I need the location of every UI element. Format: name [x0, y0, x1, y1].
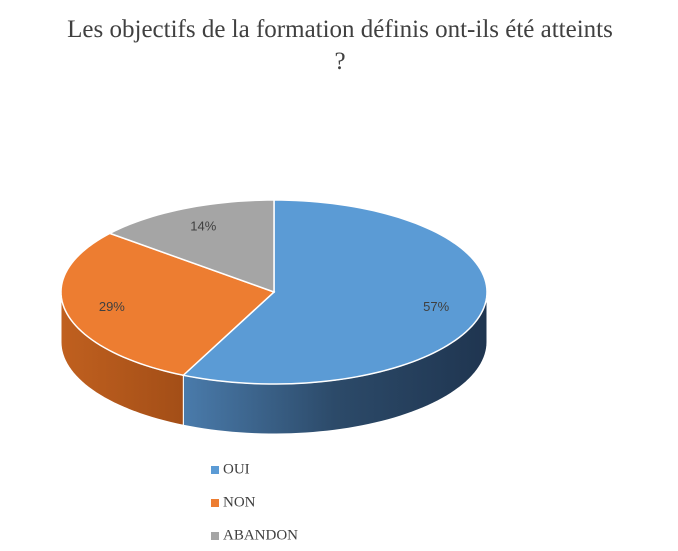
- data-label: 29%: [99, 299, 125, 314]
- legend-swatch: [211, 532, 219, 540]
- legend-swatch: [211, 499, 219, 507]
- legend-swatch: [211, 466, 219, 474]
- legend-label: OUI: [223, 461, 250, 477]
- slice: [107, 199, 275, 294]
- data-label: 57%: [423, 299, 449, 314]
- slice: [60, 232, 276, 377]
- chart-title: Les objectifs de la formation définis on…: [67, 16, 613, 75]
- data-label: 14%: [190, 219, 216, 234]
- slice: [181, 199, 488, 385]
- legend-label: NON: [223, 494, 256, 510]
- legend-label: ABANDON: [223, 527, 298, 543]
